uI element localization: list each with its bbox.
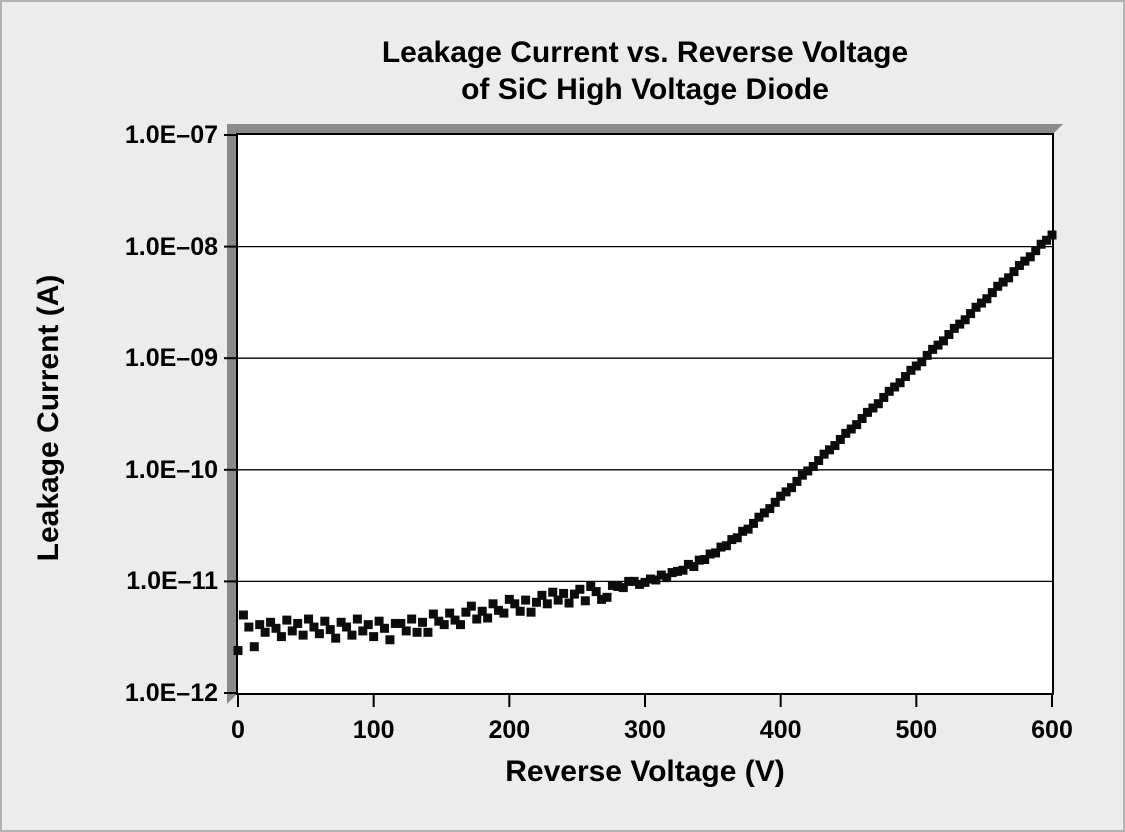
y-tick-label: 1.0E–08 xyxy=(124,232,218,261)
plot-area xyxy=(224,133,1057,707)
x-axis-title-text: Reverse Voltage (V) xyxy=(505,755,785,788)
y-tick-label: 1.0E–12 xyxy=(124,679,218,707)
chart-title: Leakage Current vs. Reverse Voltage of S… xyxy=(236,34,1054,108)
y-axis-title-text: Leakage Current (A) xyxy=(32,274,65,562)
x-axis-title: Reverse Voltage (V) xyxy=(236,755,1054,789)
y-axis-ticks xyxy=(224,134,236,694)
x-tick-label: 100 xyxy=(352,716,395,744)
x-tick-label: 200 xyxy=(488,716,531,744)
y-tick-label: 1.0E–10 xyxy=(124,455,218,484)
x-tick-label: 300 xyxy=(624,716,666,744)
x-axis-ticks xyxy=(237,695,1053,707)
y-tick-label: 1.0E–09 xyxy=(124,344,218,373)
chart-title-line-1: Leakage Current vs. Reverse Voltage xyxy=(381,36,909,69)
x-tick-label: 600 xyxy=(1031,716,1073,744)
chart-title-line-2: of SiC High Voltage Diode xyxy=(461,73,829,106)
plot-bevel-shadow xyxy=(227,124,1063,704)
y-tick-label: 1.0E–07 xyxy=(124,121,218,149)
scatter-plot xyxy=(224,134,1057,707)
x-tick-label: 500 xyxy=(895,716,938,744)
x-tick-label: 400 xyxy=(759,716,802,744)
y-tick-label: 1.0E–11 xyxy=(126,567,218,596)
x-tick-label: 0 xyxy=(231,716,245,744)
series-leakage-current xyxy=(233,230,1057,656)
decade-gridlines xyxy=(238,245,1052,583)
